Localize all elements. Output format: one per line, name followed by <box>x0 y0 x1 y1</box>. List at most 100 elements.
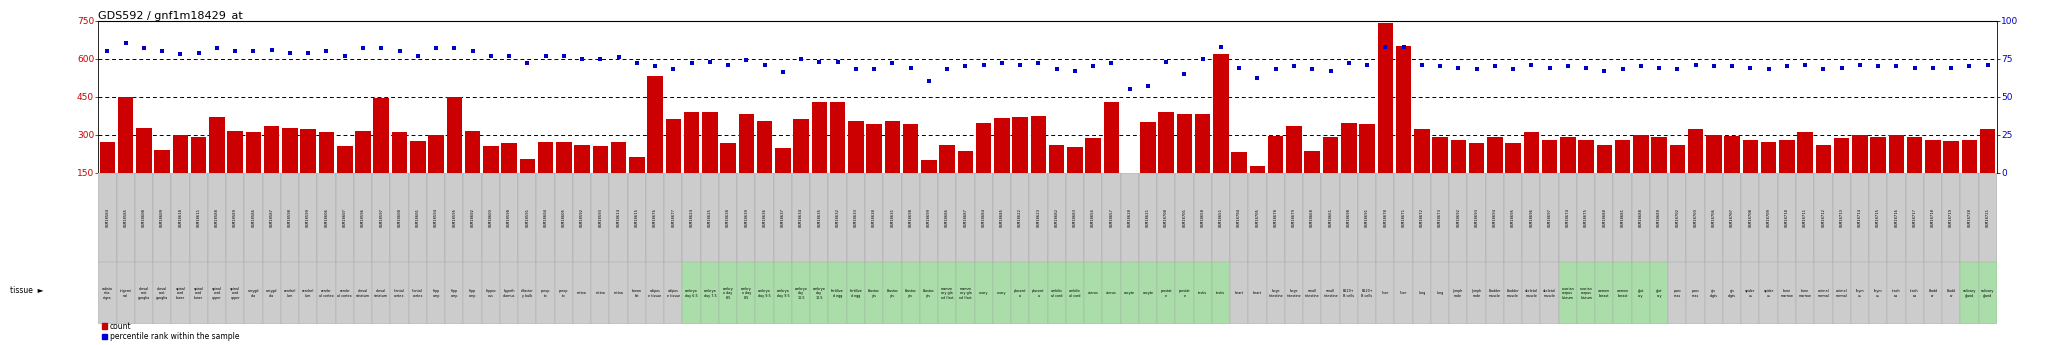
Text: glut
ary: glut ary <box>1638 289 1645 297</box>
Bar <box>1741 262 1759 324</box>
Text: GSM18712: GSM18712 <box>1821 208 1825 227</box>
Bar <box>1065 172 1083 262</box>
Point <box>1606 67 1638 72</box>
Bar <box>811 262 829 324</box>
Text: cerebr
al cortex: cerebr al cortex <box>319 289 334 297</box>
Text: GSM18622: GSM18622 <box>1018 208 1022 227</box>
Bar <box>98 172 117 262</box>
Bar <box>1632 172 1651 262</box>
Bar <box>1321 262 1339 324</box>
Text: tissue  ►: tissue ► <box>10 286 43 295</box>
Text: GSM18631: GSM18631 <box>891 208 895 227</box>
Text: GSM18603: GSM18603 <box>489 208 494 227</box>
Bar <box>1741 172 1759 262</box>
Bar <box>1942 172 1960 262</box>
Bar <box>682 262 700 324</box>
Text: skeletal
muscle: skeletal muscle <box>1526 289 1538 297</box>
Bar <box>1212 262 1231 324</box>
Bar <box>1432 262 1450 324</box>
Bar <box>1030 116 1047 210</box>
Bar <box>829 172 846 262</box>
Text: GSM18693: GSM18693 <box>1475 208 1479 227</box>
Point <box>1133 83 1165 89</box>
Point <box>1022 60 1055 66</box>
Point <box>1642 65 1675 70</box>
Text: animal
normal: animal normal <box>1835 289 1847 297</box>
Bar <box>573 145 590 210</box>
Text: GSM18694: GSM18694 <box>1493 208 1497 227</box>
Text: oocyte: oocyte <box>1143 291 1153 295</box>
Bar <box>883 172 901 262</box>
Text: thym
us: thym us <box>1874 289 1882 297</box>
Text: animal
normal: animal normal <box>1817 289 1829 297</box>
Bar <box>299 172 317 262</box>
Text: dorsal
root
ganglia: dorsal root ganglia <box>156 287 168 300</box>
Text: GSM18670: GSM18670 <box>1382 208 1386 227</box>
Bar <box>682 172 700 262</box>
Point <box>1204 44 1237 49</box>
Bar <box>463 172 481 262</box>
Bar <box>207 172 225 262</box>
Bar <box>1960 262 1978 324</box>
Text: umbilic
al cord: umbilic al cord <box>1051 289 1063 297</box>
Bar <box>190 262 207 324</box>
Point <box>1753 67 1786 72</box>
Bar <box>463 262 481 324</box>
Text: GSM18586: GSM18586 <box>252 208 256 227</box>
Point <box>784 56 817 61</box>
Text: GSM18673: GSM18673 <box>1438 208 1442 227</box>
Bar <box>446 97 463 210</box>
Bar <box>1595 262 1614 324</box>
Text: spider
us: spider us <box>1745 289 1755 297</box>
Bar <box>1049 145 1065 210</box>
Bar <box>573 262 592 324</box>
Text: liver: liver <box>1399 291 1407 295</box>
Point <box>328 53 360 58</box>
Bar <box>647 76 664 210</box>
Bar <box>1778 172 1796 262</box>
Point <box>1552 63 1585 69</box>
Bar <box>920 262 938 324</box>
Point <box>510 60 543 66</box>
Text: GSM18624: GSM18624 <box>690 208 694 227</box>
Point <box>1516 62 1548 68</box>
Text: prostat
e: prostat e <box>1180 289 1190 297</box>
Bar <box>317 262 336 324</box>
Text: GSM18606: GSM18606 <box>324 208 328 227</box>
Bar <box>592 262 610 324</box>
Text: GSM18685: GSM18685 <box>999 208 1004 227</box>
Bar <box>1450 262 1468 324</box>
Point <box>1587 68 1620 73</box>
Text: GSM18681: GSM18681 <box>1620 208 1624 227</box>
Bar <box>573 172 592 262</box>
Text: spinal
cord
lower: spinal cord lower <box>195 287 203 300</box>
Bar <box>1780 140 1794 210</box>
Text: blastoc
yts: blastoc yts <box>905 289 918 297</box>
Bar <box>391 172 410 262</box>
Bar <box>1632 262 1651 324</box>
Bar <box>1579 140 1593 210</box>
Text: GSM18630: GSM18630 <box>872 208 877 227</box>
Text: GSM18591: GSM18591 <box>524 208 528 227</box>
Text: embryo
day 9.5: embryo day 9.5 <box>776 289 788 297</box>
Bar <box>1284 172 1303 262</box>
Text: GSM18684: GSM18684 <box>981 208 985 227</box>
Bar <box>1503 172 1522 262</box>
Bar <box>373 262 391 324</box>
Point <box>90 48 123 54</box>
Text: ovary: ovary <box>979 291 989 295</box>
Point <box>1350 62 1382 68</box>
Bar <box>627 172 645 262</box>
Bar <box>1962 140 1976 210</box>
Point <box>1716 63 1749 69</box>
Bar <box>739 114 754 210</box>
Bar <box>1305 151 1321 210</box>
Bar <box>1651 172 1669 262</box>
Text: GSM18609: GSM18609 <box>160 208 164 227</box>
Bar <box>1012 262 1030 324</box>
Bar <box>1413 262 1432 324</box>
Bar <box>518 172 537 262</box>
Text: GSM18585: GSM18585 <box>123 208 127 227</box>
Bar <box>1706 135 1722 210</box>
Bar <box>1030 262 1047 324</box>
